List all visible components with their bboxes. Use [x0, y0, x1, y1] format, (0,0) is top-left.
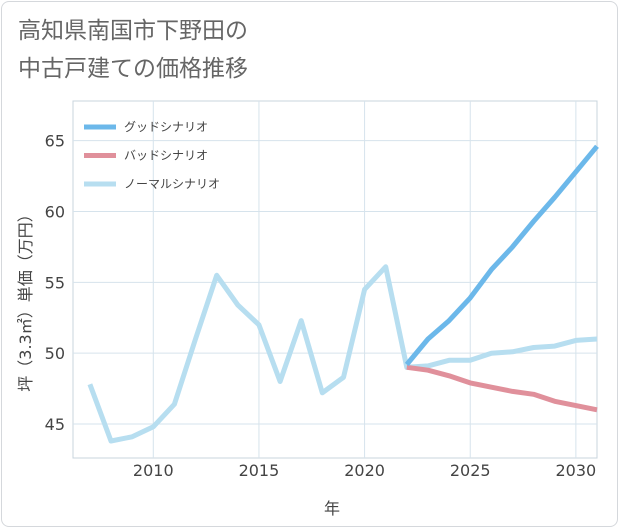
axis-ticks: 2010 2015 2020 2025 2030 45 50 55 60 65 [45, 132, 597, 480]
chart-title-line-1: 高知県南国市下野田の [18, 18, 248, 44]
y-tick-label: 50 [45, 344, 65, 363]
series-line-0 [404, 144, 599, 367]
y-tick-label: 65 [45, 132, 65, 151]
y-tick-label: 45 [45, 415, 65, 434]
x-tick-label: 2015 [239, 461, 280, 480]
series-lines [87, 144, 599, 444]
x-tick-label: 2030 [556, 461, 597, 480]
y-tick-label: 55 [45, 273, 65, 292]
chart-title-line-2: 中古戸建ての価格推移 [18, 56, 248, 82]
y-axis-label: 坪（3.3㎡）単価（万円） [16, 206, 35, 391]
x-tick-label: 2010 [133, 461, 174, 480]
x-tick-label: 2020 [344, 461, 385, 480]
plot-area-frame [72, 100, 598, 459]
y-tick-label: 60 [45, 203, 65, 222]
legend-label: バッドシナリオ [124, 149, 208, 163]
legend-label: ノーマルシナリオ [124, 177, 220, 191]
series-line-1 [406, 364, 598, 413]
series-line-2 [87, 264, 598, 444]
x-axis-label: 年 [324, 499, 340, 518]
x-tick-label: 2025 [450, 461, 491, 480]
legend-label: グッドシナリオ [124, 120, 208, 134]
